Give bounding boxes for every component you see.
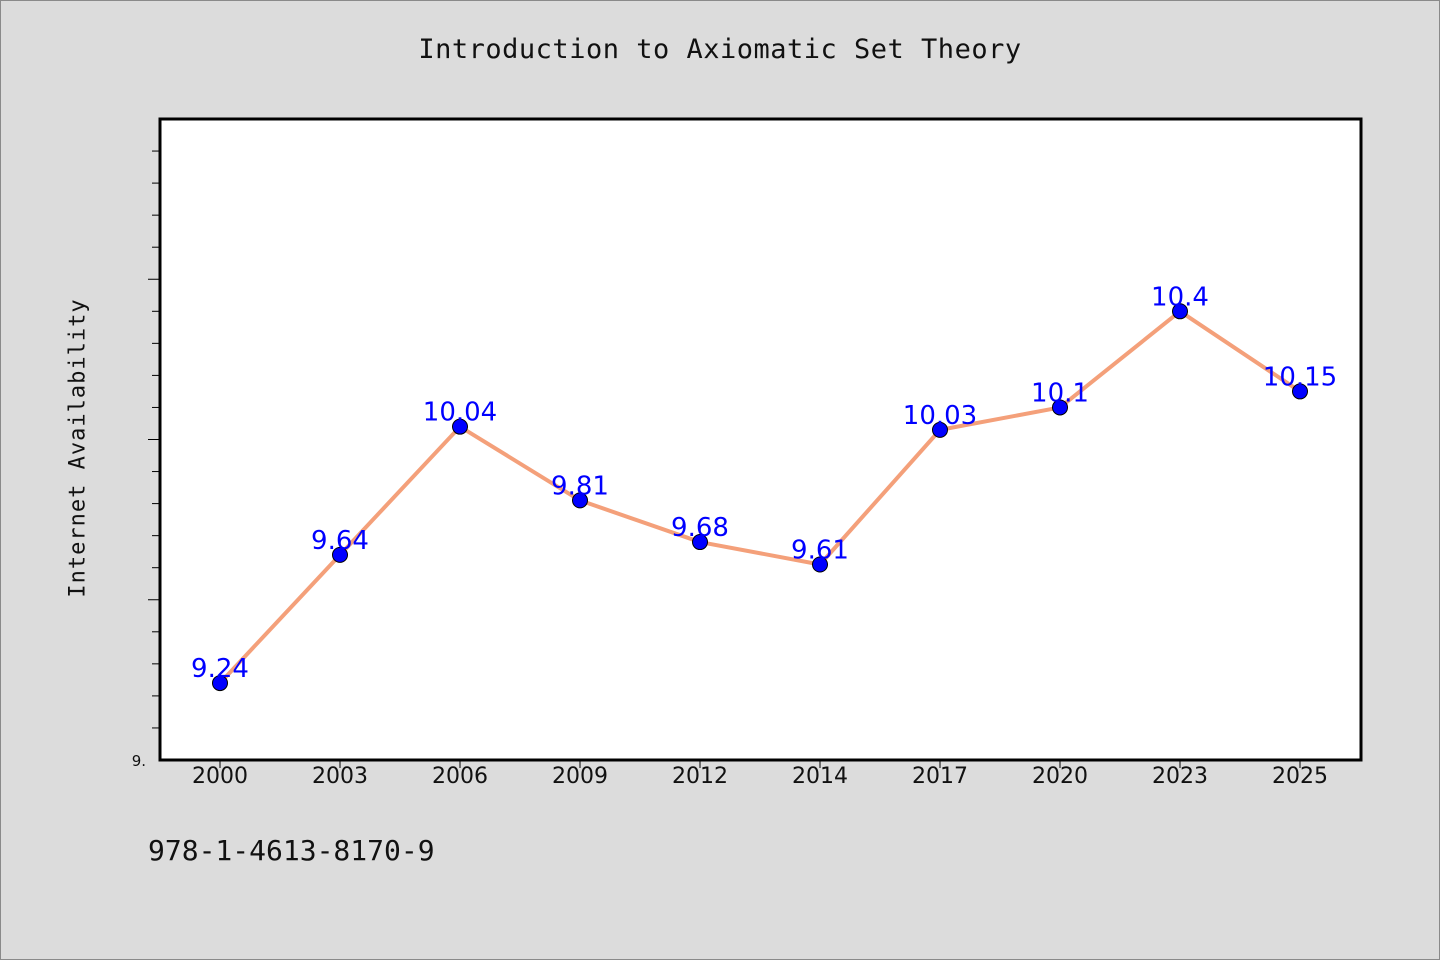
data-label: 10.1 [1031,378,1089,408]
data-point [452,418,468,435]
data-label: 10.15 [1263,362,1337,392]
plot-area [158,117,1363,762]
x-tick-label: 2006 [432,764,488,789]
x-tick-label: 2012 [672,764,728,789]
chart-title: Introduction to Axiomatic Set Theory [418,34,1022,65]
series-group [212,303,1308,692]
data-point [812,556,828,573]
x-tick-label: 2014 [792,764,848,789]
data-label: 9.24 [191,654,249,684]
data-point [1172,303,1188,320]
data-labels: 9.24 9.64 10.04 9.81 9.68 9.61 10.03 10.1 10.4 10… [191,282,1337,684]
x-tick-label: 2023 [1152,764,1208,789]
x-axis-ticks: 2000 2003 2006 2009 2012 2014 2017 2020 2023 2025 [192,760,1328,789]
data-label: 10.04 [423,398,497,428]
data-point [212,675,228,692]
data-label: 9.81 [551,471,609,501]
x-tick-label: 2003 [312,764,368,789]
data-label: 9.61 [791,535,849,565]
data-label: 10.4 [1151,282,1209,312]
y-axis-ticks [148,150,160,729]
data-label: 9.64 [311,526,369,556]
x-tick-label: 2017 [912,764,968,789]
data-point [572,492,588,509]
data-label: 9.68 [671,513,729,543]
x-tick-label: 2020 [1032,764,1088,789]
isbn-text: 978-1-4613-8170-9 [148,834,435,867]
x-tick-label: 2025 [1272,764,1328,789]
data-point [932,421,948,438]
data-point [332,546,348,563]
x-tick-label: 2000 [192,764,248,789]
data-point [692,534,708,551]
x-tick-label: 2009 [552,764,608,789]
data-point [1292,383,1308,400]
series-line [218,309,1302,686]
data-label: 10.03 [903,401,977,431]
data-point [1052,399,1068,416]
y-axis-min-label: 9. [132,752,146,770]
